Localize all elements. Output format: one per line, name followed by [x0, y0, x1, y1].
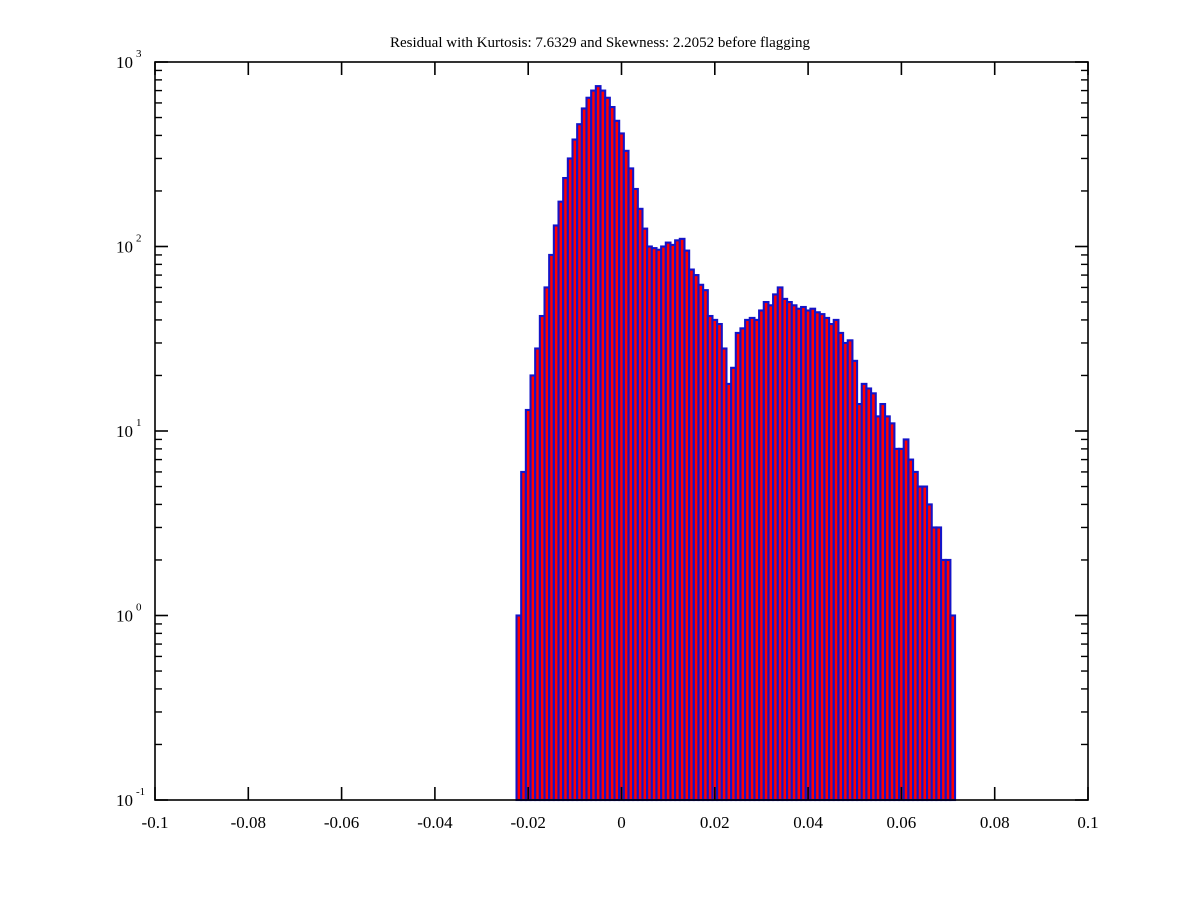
- x-tick-label: -0.02: [510, 813, 545, 832]
- y-tick-label-mantissa: 10: [116, 791, 133, 810]
- histogram-bar: [949, 614, 957, 802]
- x-tick-label: 0.1: [1077, 813, 1098, 832]
- x-tick-label: -0.06: [324, 813, 359, 832]
- y-tick-label-exponent: 0: [136, 602, 142, 614]
- y-tick-label-exponent: 3: [136, 48, 142, 60]
- y-axis-ticks: [155, 61, 1088, 801]
- y-tick-label-mantissa: 10: [116, 53, 133, 72]
- x-axis-labels: -0.1 -0.08 -0.06 -0.04 -0.02 0 0.02 0.04 0.06 0.0…: [142, 813, 1099, 832]
- x-tick-label: -0.08: [231, 813, 266, 832]
- chart-title: Residual with Kurtosis: 7.6329 and Skewn…: [390, 35, 810, 51]
- x-tick-label: 0.06: [887, 813, 917, 832]
- y-tick-label-exponent: 1: [136, 417, 142, 429]
- x-tick-label: -0.1: [142, 813, 169, 832]
- x-tick-label: -0.04: [417, 813, 453, 832]
- x-axis-ticks: [154, 62, 1089, 800]
- y-tick-label-mantissa: 10: [116, 422, 133, 441]
- histogram-bars: [515, 85, 957, 802]
- y-tick-label-exponent: -1: [136, 786, 145, 798]
- x-tick-label: 0.04: [793, 813, 823, 832]
- y-tick-label-mantissa: 10: [116, 238, 133, 257]
- x-tick-label: 0.08: [980, 813, 1010, 832]
- y-tick-label-mantissa: 10: [116, 607, 133, 626]
- y-tick-label-exponent: 2: [136, 233, 142, 245]
- x-tick-label: 0.02: [700, 813, 730, 832]
- x-tick-label: 0: [617, 813, 626, 832]
